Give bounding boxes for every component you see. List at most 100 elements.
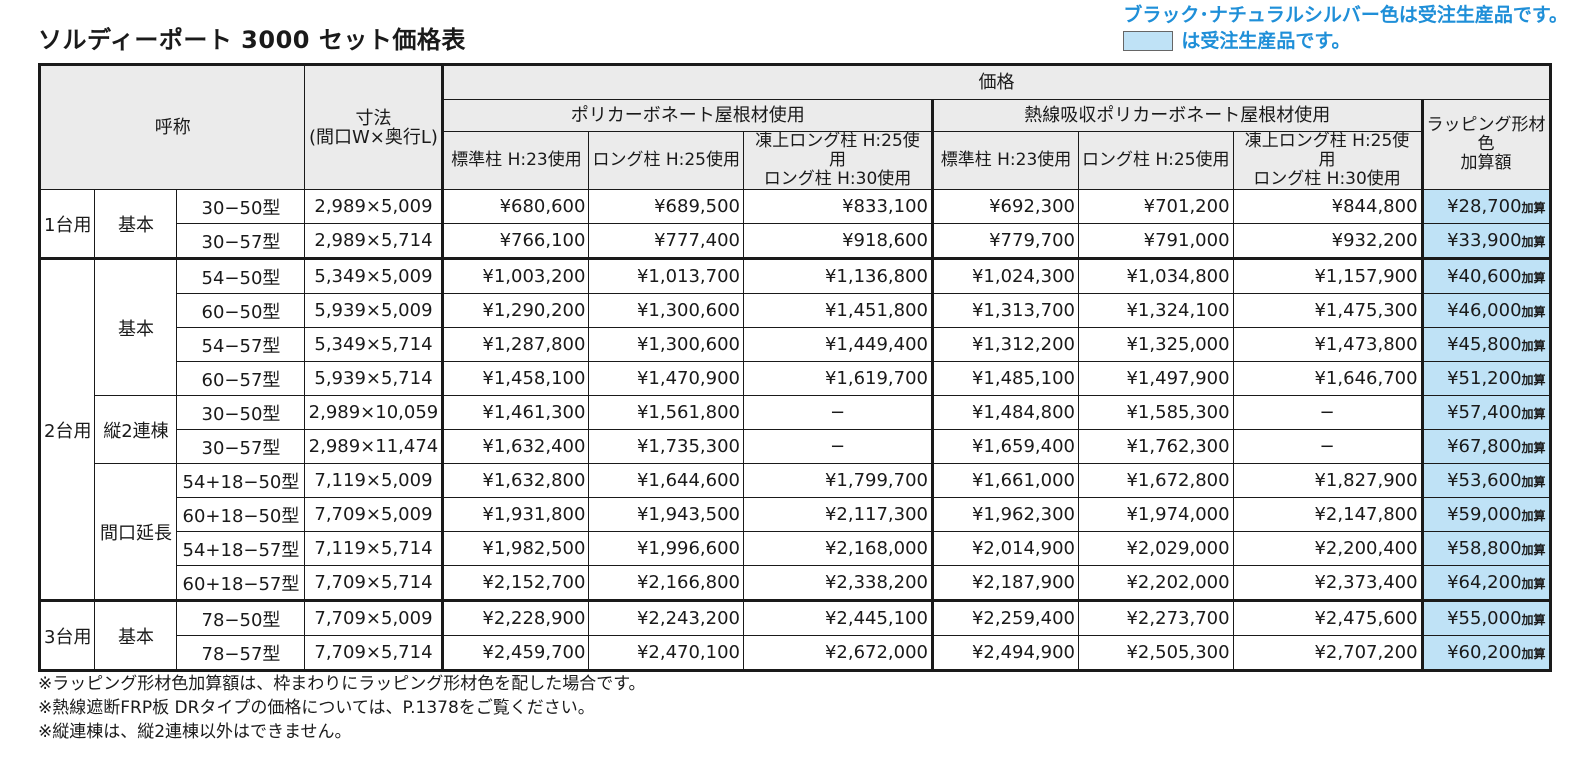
- price-cell: ¥2,475,600: [1232, 600, 1423, 636]
- wrapping-value: ¥58,800: [1447, 538, 1522, 559]
- footnote: ※縦連棟は、縦2連棟以外はできません。: [38, 722, 352, 742]
- price-cell: ¥1,484,800: [931, 395, 1079, 430]
- wrapping-value: ¥45,800: [1447, 334, 1522, 355]
- price-cell: −: [1232, 429, 1423, 464]
- type-cell: 54−50型: [176, 258, 306, 294]
- wrapping-suffix: 加算: [1521, 509, 1546, 523]
- type-cell: 30−50型: [176, 395, 306, 430]
- wrapping-suffix: 加算: [1521, 201, 1546, 215]
- table-row: 60−57型 5,939×5,714 ¥1,458,100 ¥1,470,900 ¥1,…: [40, 361, 1551, 396]
- wrapping-cell: ¥57,400加算: [1420, 395, 1551, 430]
- price-cell: ¥1,034,800: [1078, 258, 1234, 294]
- price-cell: ¥1,485,100: [931, 361, 1079, 396]
- price-cell: ¥1,300,600: [588, 293, 744, 328]
- type-cell: 60+18−57型: [176, 565, 306, 602]
- color-swatch: [1123, 31, 1174, 51]
- subgroup-label: 間口延長: [94, 463, 178, 602]
- price-cell: ¥1,013,700: [588, 258, 744, 294]
- type-cell: 54+18−50型: [176, 463, 306, 498]
- size-cell: 7,709×5,714: [304, 635, 444, 671]
- price-cell: ¥2,168,000: [743, 531, 933, 566]
- price-cell: ¥2,459,700: [441, 635, 590, 671]
- price-cell: ¥1,325,000: [1078, 327, 1234, 362]
- table-row: 2台用 基本 54−50型 5,349×5,009 ¥1,003,200 ¥1,013,7…: [38, 258, 1551, 602]
- subgroup-label: 縦2連棟: [94, 395, 178, 464]
- price-cell: ¥1,449,400: [743, 327, 933, 362]
- price-cell: −: [743, 395, 933, 430]
- price-cell: ¥1,982,500: [441, 531, 590, 566]
- price-cell: ¥2,494,900: [931, 635, 1079, 671]
- type-cell: 54−57型: [176, 327, 306, 362]
- wrapping-cell: ¥40,600加算: [1420, 258, 1551, 294]
- made-to-order-notice: ブラック･ナチュラルシルバー色は受注生産品です。 は受注生産品です。: [1123, 2, 1568, 54]
- subgroup-label: 基本: [94, 600, 178, 672]
- price-cell: ¥2,707,200: [1232, 635, 1423, 671]
- footnote: ※熱線遮断FRP板 DRタイプの価格については、P.1378をご覧ください。: [38, 698, 595, 718]
- page-title: ソルディーポート 3000 セット価格表: [38, 26, 466, 54]
- table-row: 30−57型 2,989×11,474 ¥1,632,400 ¥1,735,300− ¥…: [40, 429, 1551, 464]
- price-cell: ¥2,243,200: [588, 600, 744, 636]
- wrapping-value: ¥53,600: [1447, 470, 1522, 491]
- header-col-long: ロング柱 H:25使用: [588, 131, 744, 190]
- header-col-snow: 凍上ロング柱 H:25使用 ロング柱 H:30使用: [743, 131, 933, 190]
- subgroup-label: 基本: [94, 258, 178, 396]
- size-cell: 7,119×5,714: [304, 531, 444, 566]
- wrapping-value: ¥28,700: [1447, 196, 1522, 217]
- wrapping-cell: ¥33,900加算: [1420, 223, 1551, 260]
- size-cell: 7,709×5,009: [304, 600, 444, 636]
- size-cell: 7,119×5,009: [304, 463, 444, 498]
- price-cell: ¥1,136,800: [743, 258, 933, 294]
- wrapping-suffix: 加算: [1521, 407, 1546, 421]
- table-row: 3台用 基本 78−50型 7,709×5,009 ¥2,228,900 ¥2,243,2…: [38, 600, 1551, 672]
- notice-line-2-text: は受注生産品です。: [1181, 30, 1351, 52]
- group-label: 1台用: [38, 189, 96, 260]
- type-cell: 54+18−57型: [176, 531, 306, 566]
- group-label: 2台用: [38, 258, 96, 602]
- price-cell: ¥1,497,900: [1078, 361, 1234, 396]
- price-cell: ¥1,672,800: [1078, 463, 1234, 498]
- wrapping-suffix: 加算: [1521, 235, 1546, 249]
- price-cell: ¥1,996,600: [588, 531, 744, 566]
- price-cell: ¥766,100: [441, 223, 590, 260]
- size-cell: 5,939×5,009: [304, 293, 444, 328]
- wrapping-cell: ¥59,000加算: [1420, 497, 1551, 532]
- header-group-heat: 熱線吸収ポリカーボネート屋根材使用: [931, 99, 1423, 132]
- type-cell: 60−50型: [176, 293, 306, 328]
- wrapping-cell: ¥53,600加算: [1420, 463, 1551, 498]
- price-cell: ¥1,646,700: [1232, 361, 1423, 396]
- wrapping-cell: ¥64,200加算: [1420, 565, 1551, 602]
- price-cell: ¥2,014,900: [931, 531, 1079, 566]
- size-cell: 2,989×10,059: [304, 395, 444, 430]
- notice-line-2: は受注生産品です。: [1123, 28, 1568, 54]
- table-row: 縦2連棟 30−50型 2,989×10,059 ¥1,461,300 ¥1,561,8…: [40, 395, 1551, 464]
- price-cell: ¥1,661,000: [931, 463, 1079, 498]
- wrapping-suffix: 加算: [1521, 577, 1546, 591]
- price-cell: ¥1,585,300: [1078, 395, 1234, 430]
- header-col-standard: 標準柱 H:23使用: [931, 131, 1079, 190]
- price-cell: ¥2,373,400: [1232, 565, 1423, 602]
- wrapping-cell: ¥28,700加算: [1420, 189, 1551, 224]
- wrapping-suffix: 加算: [1521, 271, 1546, 285]
- price-cell: ¥1,799,700: [743, 463, 933, 498]
- subgroup-label: 基本: [94, 189, 178, 260]
- price-cell: ¥2,505,300: [1078, 635, 1234, 671]
- price-cell: ¥791,000: [1078, 223, 1234, 260]
- header-price: 価格: [441, 64, 1551, 100]
- wrapping-suffix: 加算: [1521, 543, 1546, 557]
- price-cell: ¥1,287,800: [441, 327, 590, 362]
- price-cell: ¥2,147,800: [1232, 497, 1423, 532]
- table-row: 54+18−57型 7,119×5,714 ¥1,982,500 ¥1,996,600…: [40, 531, 1551, 566]
- notice-line-1: ブラック･ナチュラルシルバー色は受注生産品です。: [1123, 4, 1568, 26]
- price-cell: ¥1,300,600: [588, 327, 744, 362]
- price-cell: ¥2,187,900: [931, 565, 1079, 602]
- wrapping-value: ¥60,200: [1447, 642, 1522, 663]
- wrapping-value: ¥51,200: [1447, 368, 1522, 389]
- price-cell: ¥1,931,800: [441, 497, 590, 532]
- price-cell: ¥2,338,200: [743, 565, 933, 602]
- price-cell: ¥777,400: [588, 223, 744, 260]
- wrapping-suffix: 加算: [1521, 441, 1546, 455]
- table-row: 60−50型 5,939×5,009 ¥1,290,200 ¥1,300,600 ¥1,…: [40, 293, 1551, 328]
- price-cell: −: [743, 429, 933, 464]
- wrapping-value: ¥67,800: [1447, 436, 1522, 457]
- price-cell: ¥2,228,900: [441, 600, 590, 636]
